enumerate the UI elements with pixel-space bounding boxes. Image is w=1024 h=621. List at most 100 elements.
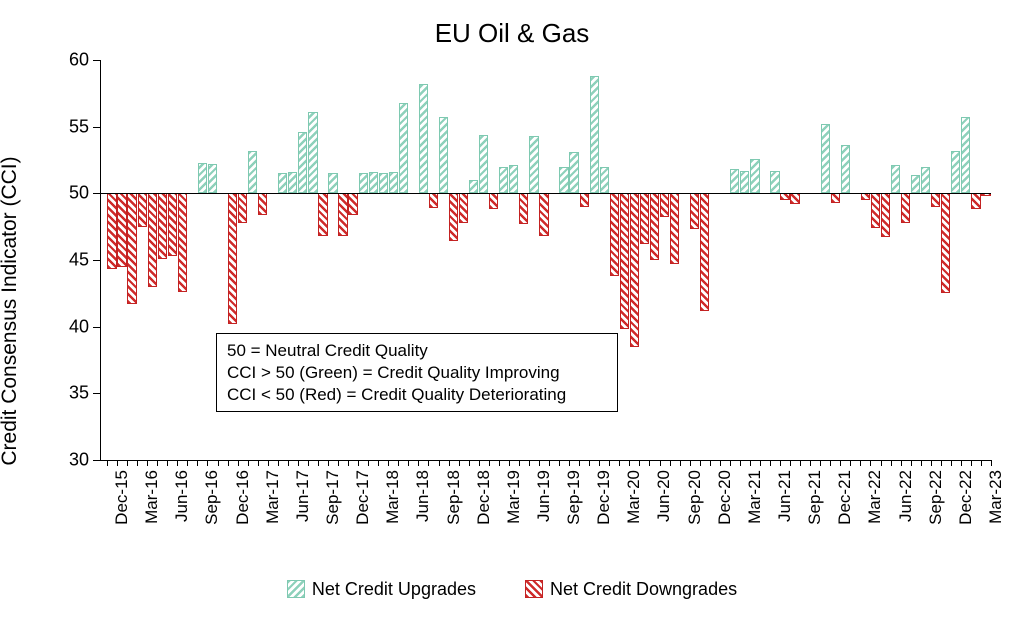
legend-item-upgrades: Net Credit Upgrades — [287, 579, 476, 600]
x-tick — [820, 460, 821, 466]
x-tick-label: Dec-21 — [835, 470, 855, 525]
bar-downgrade — [640, 193, 649, 244]
bar-downgrade — [168, 193, 177, 256]
bar-upgrade — [298, 132, 307, 193]
bar-upgrade — [399, 103, 408, 194]
x-tick — [549, 460, 550, 466]
bar-downgrade — [228, 193, 237, 324]
x-tick-label: Jun-16 — [172, 470, 192, 522]
bar-downgrade — [790, 193, 799, 204]
x-tick-label: Sep-18 — [444, 470, 464, 525]
x-tick-label: Sep-17 — [323, 470, 343, 525]
plot-area: 30354045505560Dec-15Mar-16Jun-16Sep-16De… — [100, 60, 991, 461]
bar-upgrade — [328, 173, 337, 193]
bar-upgrade — [559, 167, 568, 194]
x-tick — [670, 460, 671, 466]
x-tick-label: Jun-22 — [896, 470, 916, 522]
chart-title: EU Oil & Gas — [0, 18, 1024, 49]
x-tick — [328, 460, 329, 466]
legend-item-downgrades: Net Credit Downgrades — [525, 579, 737, 600]
bar-downgrade — [348, 193, 357, 214]
x-tick — [258, 460, 259, 466]
x-tick-label: Sep-16 — [202, 470, 222, 525]
x-tick — [649, 460, 650, 466]
x-tick — [499, 460, 500, 466]
x-tick — [911, 460, 912, 466]
x-tick — [308, 460, 309, 466]
x-tick-label: Dec-16 — [233, 470, 253, 525]
baseline — [101, 193, 991, 194]
x-tick — [559, 460, 560, 466]
x-tick — [207, 460, 208, 466]
x-tick — [509, 460, 510, 466]
bar-upgrade — [921, 167, 930, 194]
x-tick-label: Sep-19 — [564, 470, 584, 525]
bar-upgrade — [569, 152, 578, 193]
bar-upgrade — [529, 136, 538, 193]
bar-downgrade — [700, 193, 709, 310]
bar-upgrade — [951, 151, 960, 194]
x-tick — [288, 460, 289, 466]
x-tick — [157, 460, 158, 466]
x-tick-label: Jun-18 — [413, 470, 433, 522]
x-tick — [248, 460, 249, 466]
x-tick — [358, 460, 359, 466]
bar-upgrade — [379, 173, 388, 193]
x-tick — [388, 460, 389, 466]
x-tick — [730, 460, 731, 466]
bar-downgrade — [660, 193, 669, 217]
y-tick-label: 35 — [69, 383, 101, 404]
x-tick — [951, 460, 952, 466]
x-tick — [881, 460, 882, 466]
bar-downgrade — [620, 193, 629, 329]
x-tick — [268, 460, 269, 466]
bar-upgrade — [961, 117, 970, 193]
bar-upgrade — [278, 173, 287, 193]
bar-downgrade — [610, 193, 619, 276]
x-tick — [921, 460, 922, 466]
bar-downgrade — [539, 193, 548, 236]
x-tick-label: Dec-22 — [956, 470, 976, 525]
x-tick — [860, 460, 861, 466]
x-tick — [378, 460, 379, 466]
y-tick-label: 30 — [69, 450, 101, 471]
x-tick — [891, 460, 892, 466]
x-tick-label: Jun-21 — [775, 470, 795, 522]
x-tick — [901, 460, 902, 466]
bar-downgrade — [117, 193, 126, 266]
bar-upgrade — [590, 76, 599, 193]
x-tick — [569, 460, 570, 466]
x-tick — [228, 460, 229, 466]
legend-label-downgrades: Net Credit Downgrades — [550, 579, 737, 600]
x-tick — [961, 460, 962, 466]
x-tick — [469, 460, 470, 466]
legend-swatch-down-icon — [525, 580, 543, 598]
bar-downgrade — [630, 193, 639, 346]
bar-upgrade — [600, 167, 609, 194]
x-tick — [278, 460, 279, 466]
bar-upgrade — [740, 171, 749, 194]
x-tick — [690, 460, 691, 466]
x-tick — [609, 460, 610, 466]
x-tick — [348, 460, 349, 466]
x-tick — [720, 460, 721, 466]
x-tick — [931, 460, 932, 466]
x-tick — [197, 460, 198, 466]
x-tick — [850, 460, 851, 466]
y-tick-label: 45 — [69, 250, 101, 271]
bar-upgrade — [730, 169, 739, 193]
x-tick — [599, 460, 600, 466]
bar-downgrade — [580, 193, 589, 206]
x-tick — [177, 460, 178, 466]
x-tick — [117, 460, 118, 466]
x-tick-label: Sep-22 — [926, 470, 946, 525]
bar-upgrade — [841, 145, 850, 193]
bar-downgrade — [258, 193, 267, 214]
bar-downgrade — [489, 193, 498, 209]
bar-upgrade — [288, 172, 297, 193]
y-tick-label: 50 — [69, 183, 101, 204]
x-tick — [830, 460, 831, 466]
x-tick-label: Dec-15 — [112, 470, 132, 525]
x-tick — [167, 460, 168, 466]
bar-downgrade — [459, 193, 468, 222]
